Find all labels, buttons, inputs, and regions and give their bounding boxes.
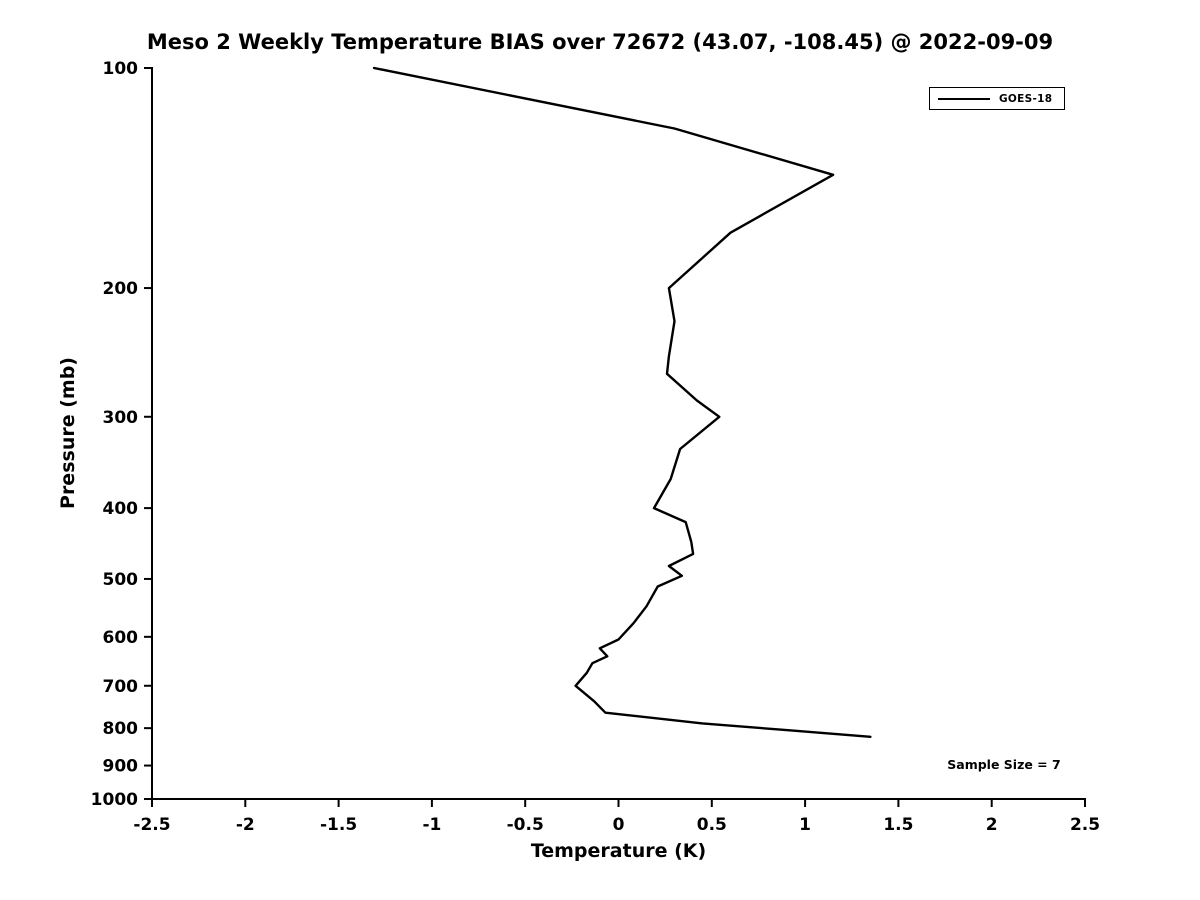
y-tick-label: 800 [103,719,139,739]
x-tick-label: -2.5 [133,815,170,835]
y-tick-label: 400 [103,499,139,519]
y-tick-label: 1000 [91,790,138,810]
legend-line-sample [938,97,990,100]
x-tick-label: 1.5 [883,815,913,835]
x-tick-label: -0.5 [507,815,544,835]
legend-label: GOES-18 [999,92,1053,105]
x-tick-label: 2 [986,815,998,835]
y-tick-label: 900 [103,757,139,777]
x-tick-label: 2.5 [1070,815,1100,835]
y-tick-label: 700 [103,677,139,697]
y-tick-label: 200 [103,279,139,299]
series-line-goes-18 [372,66,872,738]
x-tick-label: -1 [422,815,441,835]
x-tick-label: -2 [236,815,255,835]
legend: GOES-18 [929,87,1065,110]
x-axis-label: Temperature (K) [530,840,707,862]
x-tick-label: 0 [613,815,625,835]
x-tick-label: 0.5 [697,815,727,835]
y-tick-label: 500 [103,570,139,590]
x-tick-label: 1 [799,815,811,835]
sample-size-annotation: Sample Size = 7 [947,757,1061,772]
y-tick-label: 600 [103,628,139,648]
y-tick-label: 300 [103,408,139,428]
chart-title: Meso 2 Weekly Temperature BIAS over 7267… [146,30,1054,54]
y-tick-label: 100 [103,59,139,79]
x-tick-label: -1.5 [320,815,357,835]
